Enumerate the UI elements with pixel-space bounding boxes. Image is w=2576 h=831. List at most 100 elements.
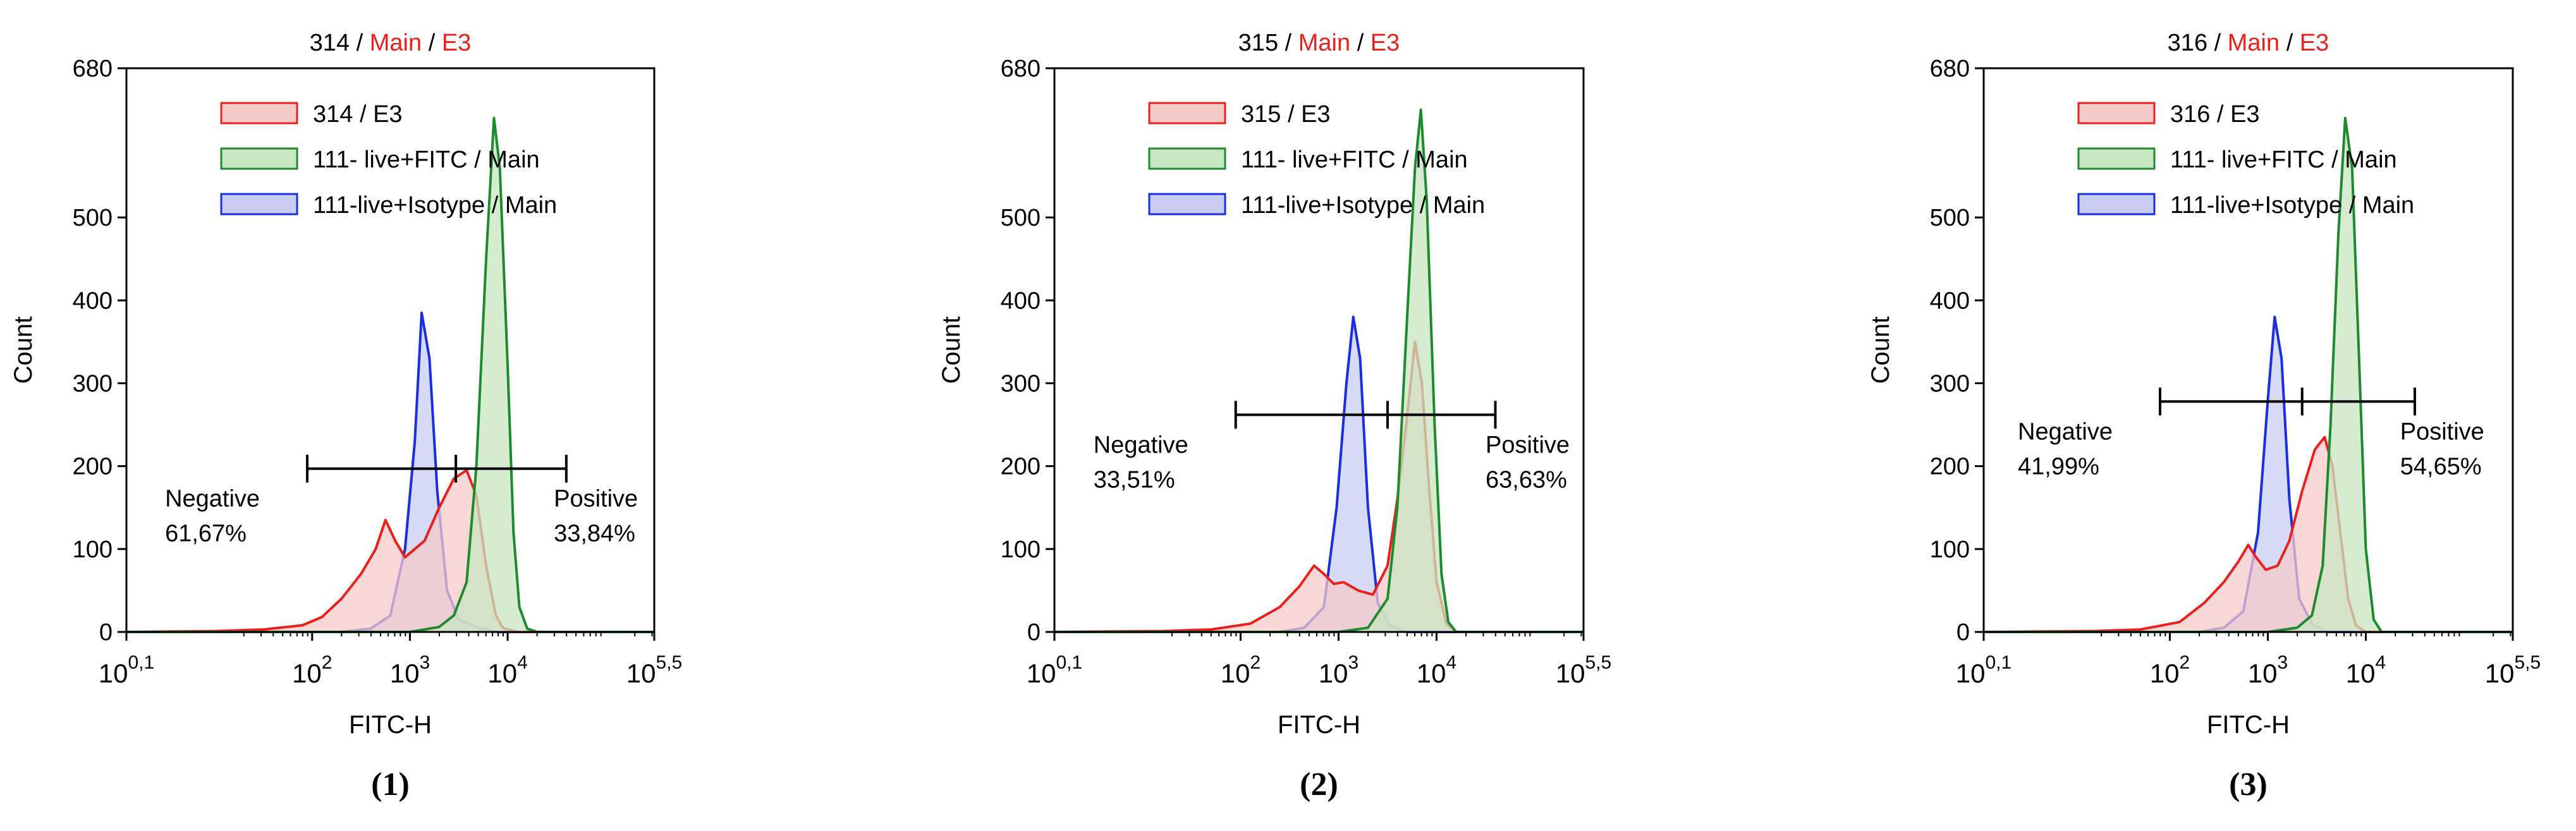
x-tick-exponent: 5,5	[656, 652, 683, 673]
plot-frame	[1053, 67, 1585, 633]
x-tick-base: 10	[1556, 658, 1585, 688]
x-tick-exponent: 5,5	[1585, 652, 1612, 673]
positive-label: Positive	[2400, 418, 2484, 445]
positive-percent: 54,65%	[2400, 453, 2482, 480]
chart-panel-3: 316 / Main / E3 0 100 200 300 400 500 680 Count 1…	[1867, 30, 2541, 803]
x-tick-label: 100,1	[1956, 652, 2011, 688]
plot-frame	[125, 67, 656, 633]
y-tick-label: 200	[1001, 454, 1041, 480]
x-tick-exponent: 0,1	[128, 652, 155, 673]
y-tick-label: 0	[99, 619, 113, 646]
legend-swatch-blue	[2077, 193, 2156, 215]
x-tick-label: 104	[487, 652, 527, 688]
y-tick-label: 0	[1956, 619, 1970, 646]
x-tick-label: 102	[292, 652, 332, 688]
x-tick-label: 104	[1417, 652, 1456, 688]
title-separator: /	[1278, 30, 1298, 56]
panel-label: (3)	[2229, 767, 2268, 803]
chart-title: 315 / Main / E3	[1238, 30, 1400, 56]
legend-label: 111-live+Isotype / Main	[2170, 192, 2414, 219]
legend-swatch-green	[2077, 147, 2156, 170]
y-tick-label: 300	[1930, 370, 1970, 397]
y-tick-label: 680	[73, 56, 113, 82]
y-tick-label: 300	[73, 370, 113, 397]
y-tick-label: 500	[1930, 205, 1970, 231]
y-tick-label: 300	[1001, 370, 1041, 397]
y-tick-label: 680	[1001, 56, 1041, 82]
x-tick-label: 104	[2346, 652, 2386, 688]
title-separator: /	[422, 30, 442, 56]
legend-label: 111- live+FITC / Main	[1241, 147, 1468, 173]
x-tick-base: 10	[626, 658, 656, 688]
title-subgate: E3	[2300, 30, 2329, 56]
title-separator: /	[1350, 30, 1370, 56]
x-tick-exponent: 2	[2180, 652, 2190, 673]
x-tick-exponent: 4	[1446, 652, 1457, 673]
legend-label: 316 / E3	[2170, 101, 2260, 128]
y-tick-label: 400	[1001, 288, 1041, 314]
x-tick-exponent: 3	[2278, 652, 2288, 673]
x-tick-base: 10	[1027, 658, 1056, 688]
x-tick-exponent: 0,1	[1056, 652, 1083, 673]
legend-swatch-green	[220, 147, 298, 170]
negative-label: Negative	[1094, 432, 1188, 458]
y-tick-label: 200	[73, 454, 113, 480]
x-tick-base: 10	[487, 658, 517, 688]
title-separator: /	[2207, 30, 2228, 56]
y-tick-label: 0	[1027, 619, 1041, 646]
legend-swatch-red	[2077, 102, 2156, 124]
legend-swatch-blue	[1148, 193, 1226, 215]
negative-percent: 41,99%	[2018, 453, 2099, 480]
title-gate: Main	[2228, 30, 2280, 56]
x-tick-base: 10	[2248, 658, 2278, 688]
x-tick-label: 100,1	[99, 652, 154, 688]
panel-label: (2)	[1300, 767, 1338, 803]
title-subgate: E3	[442, 30, 471, 56]
title-separator: /	[2280, 30, 2300, 56]
x-tick-base: 10	[2485, 658, 2515, 688]
x-tick-base: 10	[2346, 658, 2376, 688]
x-tick-base: 10	[2150, 658, 2180, 688]
panel-label: (1)	[371, 767, 410, 803]
chart-title: 316 / Main / E3	[2168, 30, 2329, 56]
x-tick-exponent: 4	[2376, 652, 2386, 673]
legend-swatch-red	[220, 102, 298, 124]
series-area-red	[126, 470, 654, 632]
series-area-green	[1054, 109, 1584, 633]
y-axis-label: Count	[937, 317, 965, 384]
title-sample: 316	[2168, 30, 2207, 56]
x-tick-base: 10	[390, 658, 420, 688]
title-separator: /	[350, 30, 370, 56]
title-gate: Main	[370, 30, 422, 56]
x-tick-base: 10	[1319, 658, 1348, 688]
positive-percent: 63,63%	[1486, 466, 1567, 493]
x-axis-label: FITC-H	[349, 711, 432, 739]
x-tick-label: 103	[1319, 652, 1358, 688]
y-tick-label: 200	[1930, 454, 1970, 480]
legend-label: 111- live+FITC / Main	[313, 147, 540, 173]
legend-swatch-red	[1148, 102, 1226, 124]
title-sample: 314	[310, 30, 350, 56]
x-tick-label: 102	[2150, 652, 2190, 688]
y-tick-label: 400	[73, 288, 113, 314]
legend-label: 111- live+FITC / Main	[2170, 147, 2397, 173]
legend-label: 314 / E3	[313, 101, 403, 128]
chart-title: 314 / Main / E3	[310, 30, 472, 56]
x-tick-base: 10	[99, 658, 128, 688]
x-tick-label: 105,5	[2485, 652, 2541, 688]
legend-label: 315 / E3	[1241, 101, 1331, 128]
x-tick-exponent: 2	[1250, 652, 1261, 673]
x-tick-exponent: 2	[322, 652, 333, 673]
y-tick-label: 100	[1930, 537, 1970, 563]
y-tick-label: 500	[1001, 205, 1041, 231]
negative-label: Negative	[2018, 418, 2113, 445]
x-tick-base: 10	[1956, 658, 1986, 688]
x-tick-exponent: 5,5	[2515, 652, 2541, 673]
plot-frame	[1982, 67, 2514, 633]
x-tick-label: 100,1	[1027, 652, 1082, 688]
legend-swatch-blue	[220, 193, 298, 215]
series-line-green	[126, 116, 654, 633]
y-tick-label: 680	[1930, 56, 1970, 82]
title-subgate: E3	[1370, 30, 1400, 56]
x-tick-label: 102	[1221, 652, 1261, 688]
